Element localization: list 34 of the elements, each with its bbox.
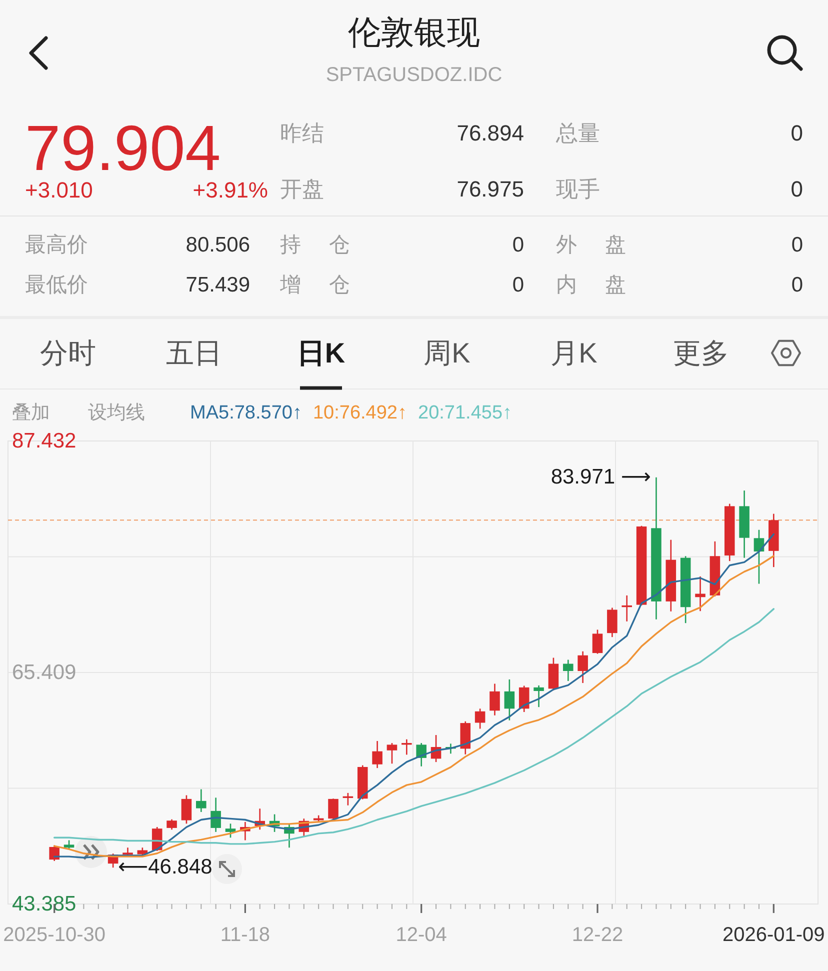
- annotation: 月K: [550, 338, 598, 368]
- annotation: 80.506: [186, 234, 250, 256]
- annotation: 更多: [673, 338, 729, 368]
- annotation: 0: [790, 120, 803, 146]
- annotation: 0: [791, 274, 803, 296]
- annotation: 现手: [556, 176, 600, 202]
- annotation: 昨结: [280, 120, 324, 146]
- annotation: 周K: [424, 338, 470, 368]
- annotation: 0: [791, 234, 803, 256]
- subtitle: SPTAGUSDOZ.IDC: [326, 64, 502, 86]
- annotation: 最高价: [25, 234, 88, 256]
- annotation: 83.971 ⟶: [550, 466, 651, 488]
- annotation: 日K: [296, 338, 346, 368]
- annotation: 最低价: [25, 274, 88, 296]
- annotation: 76.975: [456, 176, 524, 202]
- annotation: 75.439: [186, 274, 250, 296]
- annotation: 开盘: [280, 176, 324, 202]
- annotation: 分时: [40, 338, 96, 368]
- annotation: +3.91%: [192, 178, 268, 202]
- annotation: 五日: [166, 338, 222, 368]
- annotation: 设均线: [88, 402, 145, 424]
- annotation: 0: [512, 234, 524, 256]
- title: 伦敦银现: [348, 14, 480, 50]
- annotation: 总量: [556, 120, 600, 146]
- annotation: 外 盘: [556, 234, 626, 256]
- annotation: +3.010: [25, 178, 93, 202]
- annotation: 76.894: [456, 120, 524, 146]
- annotation: 增 仓: [280, 274, 350, 296]
- annotation: 0: [512, 274, 524, 296]
- annotation: 内 盘: [556, 274, 626, 296]
- annotation: 0: [790, 176, 803, 202]
- annotation: 持 仓: [280, 234, 350, 256]
- annotation: 叠加: [12, 402, 50, 424]
- annotation: ⟵46.848: [118, 856, 212, 878]
